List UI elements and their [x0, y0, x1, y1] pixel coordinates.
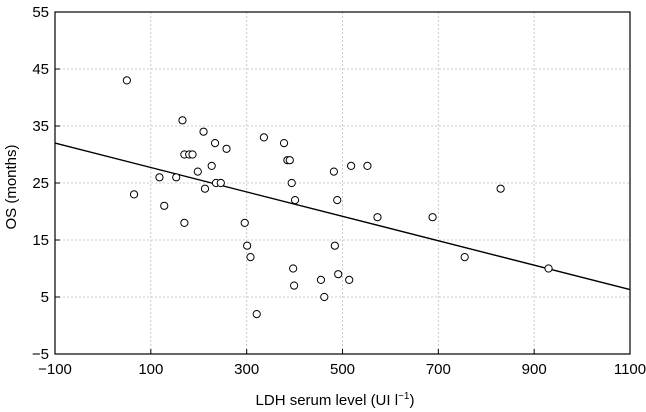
y-tick-label: −5: [32, 346, 49, 363]
data-point: [160, 201, 169, 210]
data-point: [333, 196, 342, 205]
regression-line: [54, 142, 631, 291]
data-point: [345, 275, 354, 284]
data-point: [279, 139, 289, 148]
data-point: [200, 184, 210, 193]
data-point: [178, 116, 187, 125]
data-point: [222, 144, 231, 153]
data-point: [290, 281, 299, 290]
data-point: [544, 264, 553, 273]
data-point: [329, 167, 338, 176]
data-point: [290, 196, 300, 205]
data-point: [172, 173, 181, 182]
data-point: [285, 156, 294, 165]
y-tick-label: 55: [32, 4, 49, 21]
data-point: [243, 241, 252, 250]
data-point: [122, 76, 131, 85]
data-point: [216, 178, 225, 188]
tick-labels: −100 100 300 500 700 900 1100 −5 5 15 25 35 45 55: [32, 4, 646, 378]
x-tick-label: 500: [330, 361, 355, 378]
y-tick-label: 5: [41, 289, 49, 306]
data-point: [180, 218, 189, 227]
data-point: [289, 264, 298, 273]
data-point: [252, 310, 261, 319]
y-axis-label: OS (months): [3, 144, 20, 229]
y-tick-label: 25: [32, 175, 49, 192]
y-tick-label: 35: [32, 118, 49, 135]
data-point: [246, 253, 255, 262]
data-point: [129, 190, 139, 199]
data-point: [334, 270, 343, 279]
y-tick-label: 15: [32, 232, 49, 249]
x-tick-label: 700: [426, 361, 451, 378]
data-point: [240, 218, 249, 227]
data-point: [460, 253, 469, 262]
data-point: [373, 213, 382, 222]
x-axis-label-superscript: −1: [398, 391, 410, 402]
data-point: [316, 275, 326, 284]
x-tick-label: 1100: [614, 361, 646, 378]
x-tick-label: 900: [522, 361, 547, 378]
data-point: [496, 184, 505, 193]
x-axis-label-main: LDH serum level (UI l: [256, 392, 399, 409]
data-point: [193, 167, 202, 176]
x-axis-label: LDH serum level (UI l−1): [256, 391, 415, 409]
grid-lines: [55, 12, 630, 354]
x-tick-label: −100: [38, 361, 72, 378]
data-point: [320, 292, 329, 302]
data-point: [287, 178, 296, 188]
data-point: [347, 161, 356, 170]
x-tick-label: 300: [234, 361, 259, 378]
data-point: [259, 133, 269, 142]
data-point: [188, 150, 197, 159]
data-point: [199, 127, 208, 136]
data-point: [428, 213, 437, 222]
data-point: [363, 161, 372, 170]
x-axis-label-close: ): [409, 392, 414, 409]
data-points: [122, 76, 553, 319]
data-point: [155, 173, 164, 182]
y-tick-label: 45: [32, 61, 49, 78]
data-point: [330, 241, 339, 250]
data-point: [210, 139, 220, 148]
x-tick-label: 100: [138, 361, 163, 378]
data-point: [207, 161, 216, 170]
